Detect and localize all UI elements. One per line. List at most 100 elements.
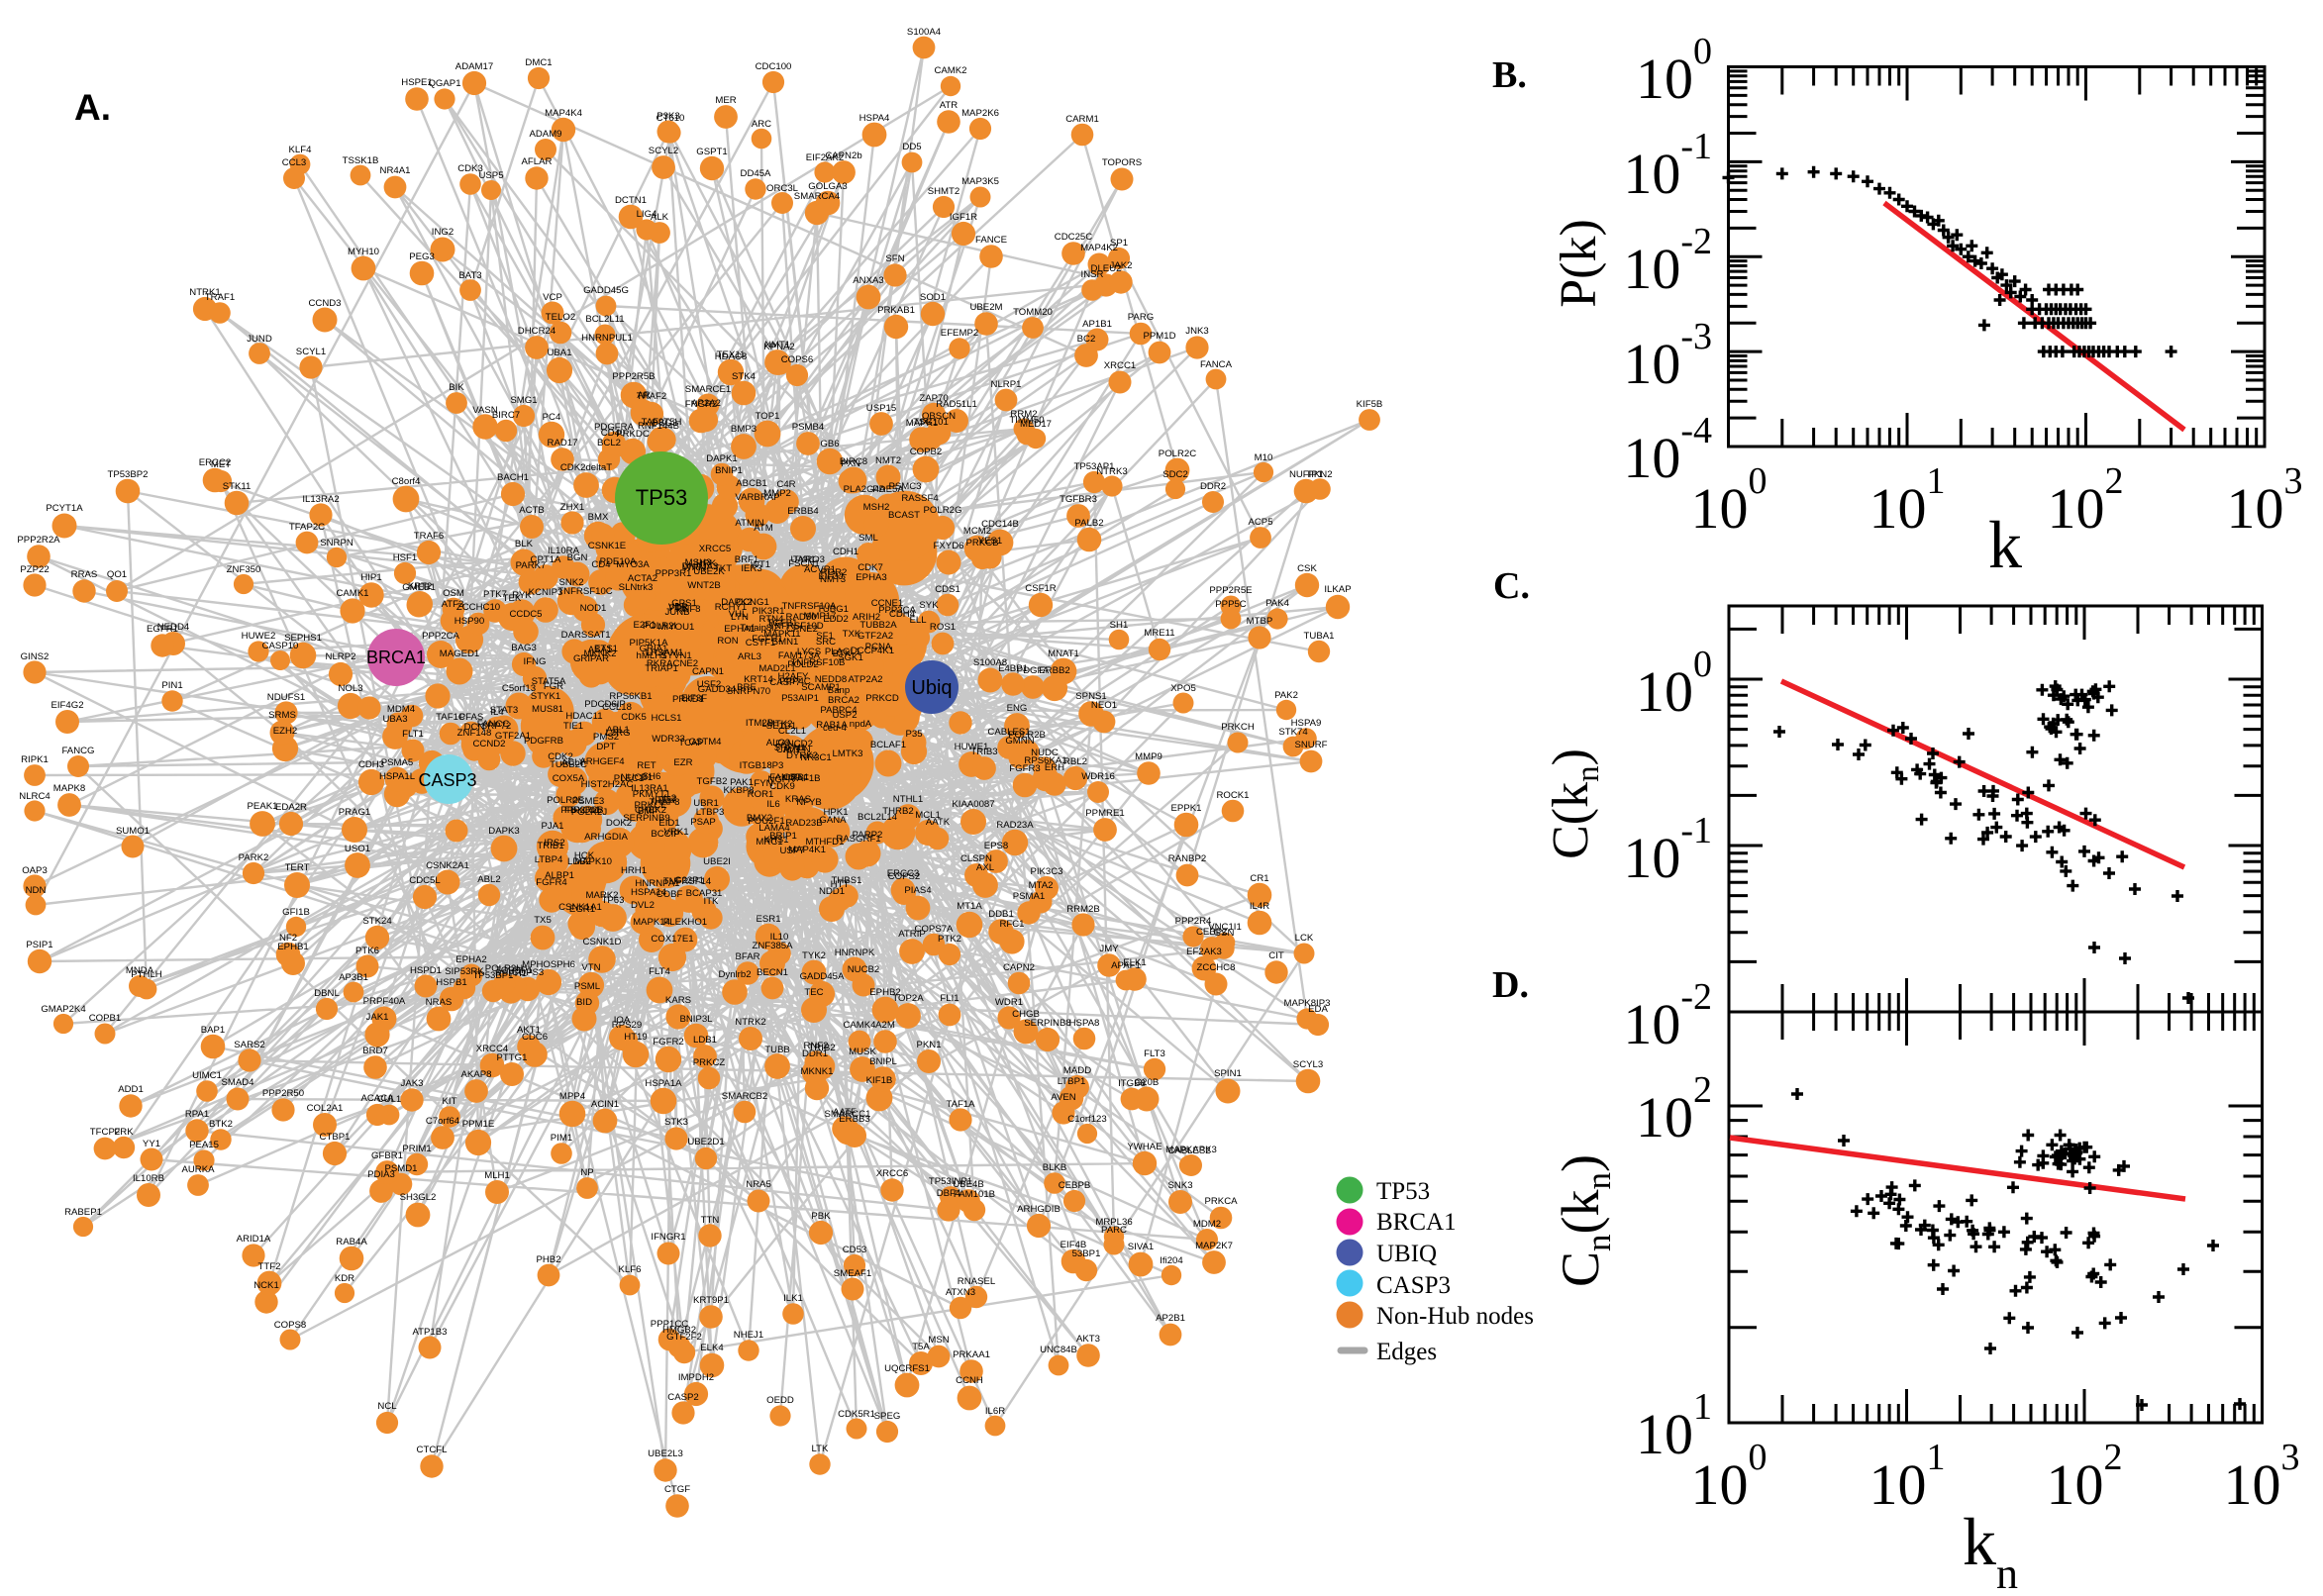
- svg-text:PIK3C3: PIK3C3: [1030, 866, 1062, 877]
- svg-text:STK3: STK3: [664, 1117, 688, 1128]
- svg-text:CAPN2: CAPN2: [1003, 962, 1035, 973]
- svg-text:DCN: DCN: [464, 722, 485, 733]
- svg-text:CDS1: CDS1: [935, 584, 960, 595]
- svg-text:USP15: USP15: [866, 403, 896, 414]
- svg-text:53BP1: 53BP1: [1072, 1248, 1101, 1259]
- svg-text:DPT: DPT: [596, 742, 615, 752]
- svg-text:TTN: TTN: [701, 1215, 720, 1226]
- svg-text:MDM4: MDM4: [387, 704, 416, 715]
- svg-text:MAPK1: MAPK1: [906, 418, 939, 429]
- svg-text:PPM1D: PPM1D: [1143, 331, 1175, 342]
- svg-text:BACH1: BACH1: [497, 472, 529, 483]
- svg-text:MNDA: MNDA: [126, 965, 154, 976]
- svg-text:RAD23B: RAD23B: [785, 818, 822, 829]
- svg-text:ABCB1: ABCB1: [736, 478, 766, 489]
- svg-text:PRKCE: PRKCE: [634, 800, 666, 811]
- svg-text:PRKDC: PRKDC: [616, 429, 650, 440]
- svg-text:ALBP1: ALBP1: [545, 870, 574, 881]
- svg-text:HSPA4: HSPA4: [859, 113, 890, 124]
- svg-text:HUWE2: HUWE2: [242, 631, 276, 642]
- svg-text:EPPK1: EPPK1: [1171, 803, 1202, 814]
- svg-text:BMX2: BMX2: [747, 813, 772, 824]
- svg-text:Ifi204: Ifi204: [1160, 1255, 1183, 1266]
- svg-text:CEBPZ: CEBPZ: [1196, 927, 1228, 938]
- svg-text:LDB1: LDB1: [693, 1035, 717, 1046]
- svg-text:CARM1: CARM1: [1065, 114, 1099, 125]
- svg-text:PIP5K1A: PIP5K1A: [630, 638, 669, 648]
- svg-text:KRT2: KRT2: [408, 581, 432, 592]
- svg-text:YWHAE: YWHAE: [1127, 1142, 1162, 1152]
- svg-text:UBE2D1: UBE2D1: [687, 1137, 724, 1147]
- svg-text:PPP2R2B: PPP2R2B: [560, 805, 603, 816]
- svg-text:P(k): P(k): [1551, 219, 1607, 308]
- svg-text:FXYD6: FXYD6: [934, 541, 964, 551]
- svg-text:DDB1: DDB1: [988, 909, 1014, 920]
- svg-text:DNAJA3: DNAJA3: [682, 561, 719, 572]
- svg-text:MKNK1: MKNK1: [800, 1066, 833, 1077]
- svg-text:FLT4: FLT4: [649, 966, 670, 977]
- svg-text:CCNH: CCNH: [956, 1375, 983, 1386]
- svg-text:EZR: EZR: [673, 757, 692, 768]
- svg-text:CSNK2A1: CSNK2A1: [426, 860, 469, 871]
- svg-text:SGK1: SGK1: [838, 652, 863, 663]
- svg-text:PPP1CC: PPP1CC: [651, 1319, 688, 1330]
- svg-text:CD4: CD4: [591, 559, 611, 570]
- svg-text:DD45A: DD45A: [741, 168, 772, 179]
- svg-text:NGFR: NGFR: [767, 774, 794, 785]
- svg-text:GFI1B: GFI1B: [282, 907, 310, 918]
- svg-text:RYK: RYK: [512, 590, 532, 601]
- svg-text:ACLY: ACLY: [561, 757, 586, 768]
- svg-text:UBE2I: UBE2I: [703, 856, 731, 867]
- svg-text:GADD34: GADD34: [698, 684, 737, 695]
- svg-text:WDR16: WDR16: [1081, 771, 1115, 782]
- svg-text:CASP2: CASP2: [667, 1392, 698, 1403]
- svg-text:MMP2: MMP2: [763, 488, 791, 499]
- svg-text:S100A8: S100A8: [973, 657, 1007, 668]
- svg-text:CT610: CT610: [656, 113, 685, 124]
- svg-text:k: k: [1988, 507, 2022, 582]
- svg-text:MSH3: MSH3: [685, 557, 712, 568]
- svg-text:PBK: PBK: [811, 1211, 831, 1222]
- svg-text:TAF1B: TAF1B: [791, 773, 820, 784]
- svg-text:UBE4B: UBE4B: [953, 1179, 983, 1190]
- svg-text:PJA1: PJA1: [542, 821, 564, 832]
- svg-text:PDIA3: PDIA3: [367, 1169, 395, 1180]
- svg-text:ZNF350: ZNF350: [227, 564, 261, 575]
- svg-text:GSTM4: GSTM4: [688, 737, 722, 748]
- svg-text:ROR1: ROR1: [748, 789, 774, 800]
- svg-text:TOP1: TOP1: [756, 411, 780, 422]
- svg-text:LAMA4: LAMA4: [758, 823, 790, 834]
- svg-text:ARID1A: ARID1A: [237, 1234, 271, 1245]
- svg-text:ARHGEF4: ARHGEF4: [579, 756, 625, 767]
- svg-text:IL10RA: IL10RA: [548, 546, 580, 556]
- svg-text:TOPBP1: TOPBP1: [495, 965, 533, 976]
- svg-text:ERBB3: ERBB3: [839, 1114, 869, 1125]
- svg-text:COPS8: COPS8: [274, 1320, 307, 1331]
- svg-text:DCTN1: DCTN1: [615, 195, 647, 206]
- svg-text:PARC: PARC: [1101, 1225, 1127, 1236]
- svg-text:ADAM9: ADAM9: [529, 129, 561, 140]
- svg-text:COPB1: COPB1: [89, 1013, 122, 1024]
- svg-text:GINS2: GINS2: [21, 651, 50, 662]
- svg-text:LIG4: LIG4: [637, 209, 657, 220]
- svg-text:NLRP2: NLRP2: [326, 651, 356, 662]
- svg-text:MAP2K7: MAP2K7: [1195, 1241, 1233, 1251]
- svg-text:TAF1C: TAF1C: [436, 712, 465, 723]
- svg-text:UAP1: UAP1: [790, 554, 815, 565]
- svg-text:CDK3: CDK3: [457, 163, 483, 174]
- svg-text:ERBB2: ERBB2: [1039, 665, 1069, 676]
- svg-text:QGAP1: QGAP1: [428, 78, 460, 89]
- svg-text:FLT3: FLT3: [1144, 1048, 1165, 1059]
- svg-text:GADD45G: GADD45G: [583, 285, 629, 296]
- svg-text:COPS2: COPS2: [888, 871, 921, 882]
- svg-text:GADD45A: GADD45A: [800, 971, 845, 982]
- svg-text:TNFRSF14: TNFRSF14: [663, 876, 712, 887]
- svg-text:KRAS: KRAS: [785, 794, 811, 805]
- svg-text:BCL2L14: BCL2L14: [858, 812, 898, 823]
- svg-text:TNFRSF10B: TNFRSF10B: [791, 657, 846, 668]
- svg-text:TGFB2: TGFB2: [697, 776, 728, 787]
- svg-text:FANCG: FANCG: [61, 746, 94, 756]
- svg-text:hMLH1: hMLH1: [637, 650, 667, 661]
- svg-text:TUBB2A: TUBB2A: [859, 620, 897, 631]
- svg-text:SCYL1: SCYL1: [296, 347, 326, 357]
